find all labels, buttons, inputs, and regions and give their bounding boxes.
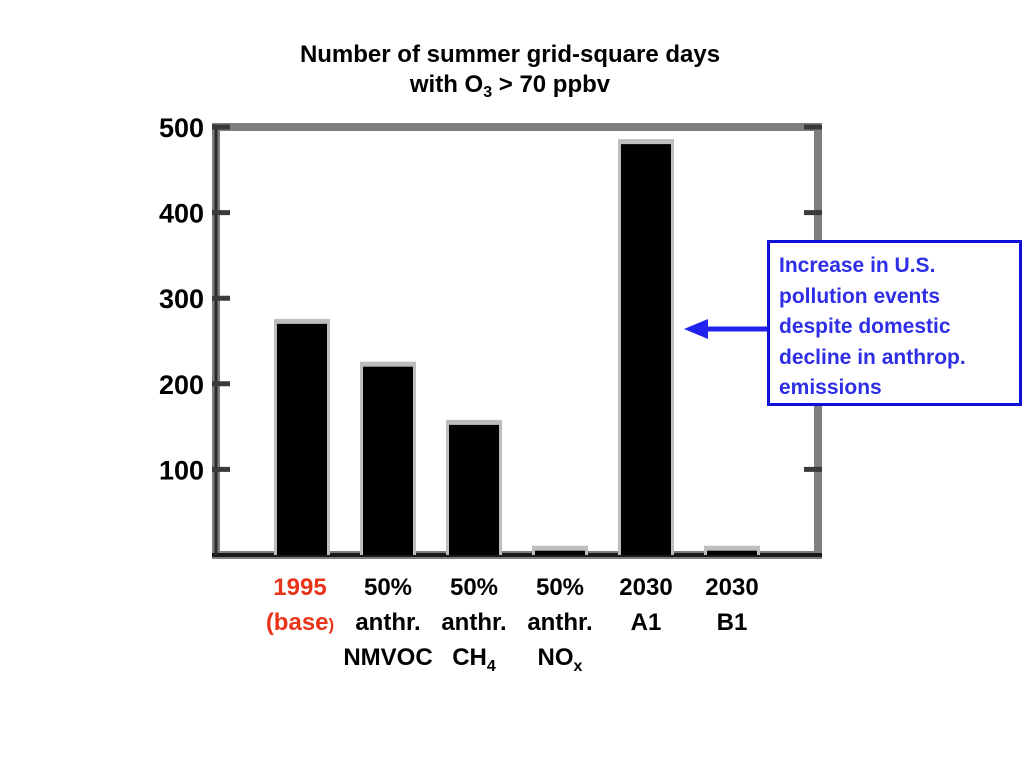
chart-title-line2-suffix: > 70 ppbv (492, 71, 611, 98)
x-tick-label: 1995 (base) (245, 570, 355, 642)
x-tick-label-subscript: x (573, 658, 583, 675)
chart-title-line1: Number of summer grid-square days (299, 41, 721, 68)
annotation-line: emissions (779, 376, 882, 399)
annotation-box: Increase in U.S. pollution events despit… (767, 240, 1022, 406)
bar-shadow (532, 545, 588, 555)
x-tick-label-line2: (base) (265, 609, 335, 636)
x-tick-label-line1: 50% (535, 574, 585, 601)
annotation-arrow (684, 319, 767, 339)
y-tick-label: 500 (159, 113, 204, 143)
x-tick-label-line2: anthr. (527, 609, 593, 636)
x-tick-label-line2: B1 (716, 609, 748, 636)
annotation-line: decline in anthrop. (779, 345, 966, 369)
bar (535, 550, 585, 555)
y-tick-label: 100 (159, 455, 204, 485)
x-tick-label-line1: 50% (363, 574, 413, 601)
x-tick-label-line1: 2030 (705, 574, 759, 601)
x-tick-label-line2-tail: ) (328, 615, 335, 634)
chart-title-subscript: 3 (483, 84, 493, 101)
x-tick-label-line1: 50% (449, 574, 499, 601)
x-tick-label: 2030 A1 (591, 570, 701, 640)
x-tick-label-line2: anthr. (355, 609, 421, 636)
annotation-line: despite domestic (779, 315, 951, 338)
annotation-line: pollution events (779, 284, 941, 308)
bar (707, 550, 757, 555)
bar (449, 424, 499, 555)
y-tick-label: 200 (159, 370, 204, 400)
x-tick-label-subscript: 4 (486, 658, 496, 675)
bars-group (274, 139, 760, 555)
bar (363, 366, 413, 555)
x-tick-label: 50% anthr. CH4 (419, 570, 529, 684)
arrow-head (684, 319, 708, 339)
x-tick-label: 2030 B1 (677, 570, 787, 640)
x-tick-label-line2: A1 (630, 609, 662, 636)
x-tick-label: 50% anthr. NOx (505, 570, 615, 684)
x-tick-label-line1: 2030 (619, 574, 673, 601)
bar (621, 144, 671, 555)
chart-title: Number of summer grid-square days with O… (200, 40, 820, 108)
x-tick-label-line3: NMVOC (343, 644, 433, 671)
x-tick-label-line3: CH4 (452, 644, 496, 675)
annotation-line: Increase in U.S. (779, 254, 936, 277)
x-tick-label-line1: 1995 (273, 574, 327, 601)
x-tick-label: 50% anthr. NMVOC (333, 570, 443, 675)
y-tick-label: 300 (159, 284, 204, 314)
y-tick-label: 400 (159, 199, 204, 229)
chart-title-line2-prefix: with O (409, 71, 484, 98)
x-axis-labels: 1995 (base) 50% anthr. NMVOC 50% anthr. CH4 50% a… (0, 570, 1024, 680)
x-tick-label-line2: anthr. (441, 609, 507, 636)
bar (277, 323, 327, 555)
x-tick-label-line3: NOx (537, 644, 583, 675)
bar-shadow (704, 545, 760, 555)
chart-title-line2: with O3 > 70 ppbv (200, 70, 820, 108)
